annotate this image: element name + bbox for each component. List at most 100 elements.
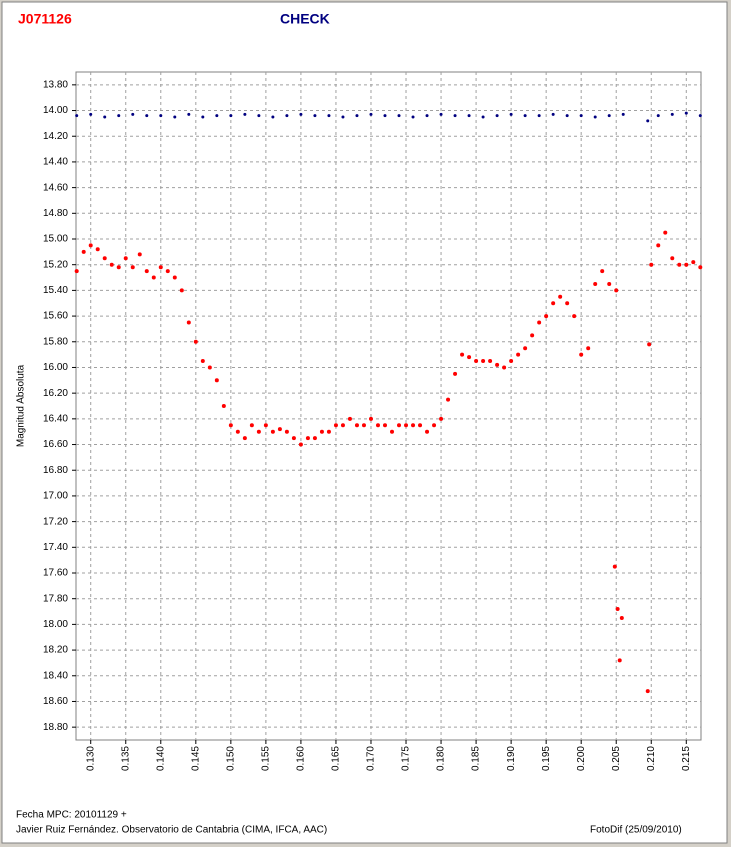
data-point (495, 114, 499, 118)
data-point (243, 112, 247, 116)
data-point (474, 359, 479, 364)
data-point (439, 112, 443, 116)
data-point (579, 114, 583, 118)
data-point (102, 256, 107, 261)
data-point (117, 114, 121, 118)
data-point (615, 606, 620, 611)
footer-software: FotoDif (25/09/2010) (590, 825, 682, 836)
data-point (165, 269, 170, 274)
data-point (481, 359, 486, 364)
data-point (263, 423, 268, 428)
data-point (284, 429, 289, 434)
data-point (684, 262, 689, 267)
data-point (509, 112, 513, 116)
data-point (614, 288, 619, 293)
x-tick-label: 0.200 (576, 746, 587, 771)
data-point (612, 564, 617, 569)
data-point (607, 281, 612, 286)
data-point (537, 320, 542, 325)
data-point (481, 115, 485, 119)
data-point (579, 352, 584, 357)
data-point (677, 262, 682, 267)
x-tick-label: 0.165 (331, 746, 342, 771)
data-point (95, 247, 100, 252)
data-point (221, 404, 226, 408)
data-point (214, 378, 219, 383)
data-point (621, 112, 625, 116)
data-point (551, 112, 555, 116)
data-point (397, 114, 401, 118)
data-point (270, 429, 275, 434)
data-point (75, 114, 79, 118)
data-point (516, 352, 521, 357)
y-tick-label: 16.40 (43, 413, 68, 424)
data-point (103, 115, 107, 119)
data-point (551, 301, 556, 306)
y-tick-label: 16.20 (43, 388, 68, 399)
data-point (432, 423, 437, 428)
y-tick-label: 14.40 (43, 157, 68, 168)
data-point (425, 114, 429, 118)
data-point (257, 114, 261, 118)
data-point (656, 114, 660, 118)
data-point (523, 114, 527, 118)
data-point (277, 427, 282, 432)
y-tick-label: 18.80 (43, 722, 68, 733)
data-point (326, 429, 331, 434)
data-point (647, 342, 652, 347)
data-point (361, 423, 366, 428)
y-tick-label: 18.40 (43, 670, 68, 681)
data-point (411, 423, 416, 428)
y-tick-label: 16.80 (43, 465, 68, 476)
data-point (299, 112, 303, 116)
data-point (347, 416, 352, 421)
x-tick-label: 0.135 (120, 746, 131, 771)
data-point (229, 114, 233, 118)
x-tick-label: 0.160 (296, 746, 307, 771)
data-point (354, 423, 359, 428)
data-point (285, 114, 289, 118)
data-point (600, 269, 605, 274)
data-point (271, 115, 275, 119)
x-tick-label: 0.185 (471, 746, 482, 771)
data-point (656, 243, 661, 248)
data-point (201, 115, 205, 119)
data-point (544, 314, 549, 319)
x-tick-label: 0.195 (541, 746, 552, 771)
x-tick-label: 0.145 (190, 746, 201, 771)
data-point (565, 301, 570, 306)
x-tick-label: 0.190 (506, 746, 517, 771)
data-point (523, 346, 528, 351)
data-point (684, 111, 688, 115)
data-point (172, 275, 177, 280)
data-point (404, 423, 409, 428)
data-point (341, 115, 345, 119)
data-point (670, 112, 674, 116)
y-tick-label: 17.60 (43, 568, 68, 579)
data-point (397, 423, 402, 428)
marks (74, 111, 703, 694)
data-point (228, 423, 233, 428)
data-point (383, 114, 387, 118)
data-point (698, 114, 702, 118)
data-point (649, 262, 654, 267)
data-point (368, 416, 373, 421)
data-point (235, 429, 240, 434)
data-point (186, 320, 191, 325)
data-point (691, 260, 696, 265)
y-tick-label: 18.60 (43, 696, 68, 707)
x-tick-label: 0.170 (366, 746, 377, 771)
y-tick-label: 18.20 (43, 645, 68, 656)
data-point (193, 339, 198, 344)
y-tick-label: 14.80 (43, 208, 68, 219)
series-label: J071126 (18, 11, 72, 27)
data-point (645, 689, 650, 694)
data-point (565, 114, 569, 118)
data-point (291, 436, 296, 441)
data-point (495, 362, 500, 367)
x-tick-label: 0.180 (436, 746, 447, 771)
y-tick-label: 17.20 (43, 516, 68, 527)
data-point (537, 114, 541, 118)
y-tick-label: 15.00 (43, 234, 68, 245)
